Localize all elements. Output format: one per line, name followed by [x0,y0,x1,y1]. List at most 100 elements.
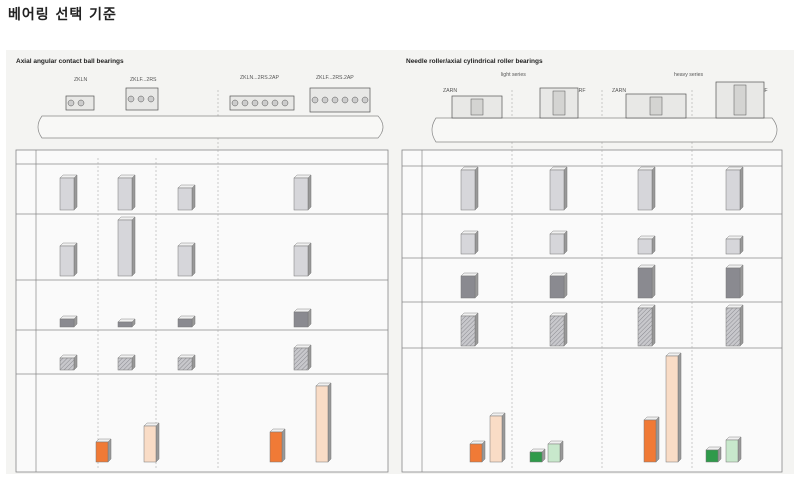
left-bearing-body [229,95,295,111]
bar-accuracy-2z [117,174,136,211]
legend-label-c0-radial: C0 radial [585,398,606,404]
bar-speed-2rs-2ap [293,242,312,277]
roller-icon [552,90,566,116]
bar-load-c0-axial-1 [143,422,160,463]
legend-swatch-axial-r [571,364,582,373]
left-grid-frame [15,149,389,473]
bar-accuracy-zarn-heavy [637,166,656,211]
ball-icon [341,96,349,104]
left-shaft [37,115,384,139]
ball-icon [147,95,155,103]
bar-speed-zarf-heavy [725,235,744,255]
left-legend: C axial C0 axial [182,385,244,417]
bar-accuracy-zarf-light [549,166,568,211]
left-bearing-body [125,87,159,111]
bearing-label-zklf-2rs: ZKLF...2RS [130,77,157,83]
ball-icon [241,99,249,107]
ball-icon [67,99,75,107]
bar-load-radial-zarf-light [529,448,546,463]
ball-icon [311,96,319,104]
ball-icon [281,99,289,107]
legend-swatch-axial [190,391,201,400]
bearing-selection-sheet: Axial angular contact ball bearings Need… [6,50,794,474]
bar-load-c0-axial-zarn-heavy [665,352,682,463]
left-bearing-body [65,95,95,111]
left-bearing-body [309,87,371,113]
ball-icon [271,99,279,107]
bar-rigidity-zarf-light [549,312,568,347]
right-shaft [431,117,778,143]
ball-icon [351,96,359,104]
bar-load-axial-1 [95,438,112,463]
bar-load-axial-2 [269,428,286,463]
bar-speed-zarf-light [549,230,568,255]
bearing-label-zarf-heavy: ZARF [754,88,768,94]
bar-load-c0-radial-zarf-light [547,440,564,463]
bar-speed-zarn-heavy [637,235,656,255]
bar-rigidity-2rs [59,354,78,371]
bar-friction-2rs-2ap [293,308,312,328]
bearing-label-zarn-heavy: ZARN [612,88,627,94]
figure-code: 97 001 [773,441,779,454]
ball-icon [127,95,135,103]
bar-accuracy-zarn-light [460,166,479,211]
comparison-diagram [15,81,783,473]
bar-load-c0-axial-zarn-light [489,412,506,463]
bar-load-axial-zarn-heavy [643,416,660,463]
bearing-label-zkln-2rs-2ap: ZKLN...2RS.2AP [240,75,279,81]
column-label-2rs-pe: .2RS.PE [171,154,191,160]
bar-rigidity-2z [117,354,136,371]
legend-label-axial: C axial [205,392,221,398]
legend-swatch-c0-axial [190,403,201,412]
legend-swatch-c0-axial-r [571,375,582,384]
ball-icon [251,99,259,107]
legend-label-radial: C radial [585,387,603,393]
bar-friction-2rs [59,315,78,328]
bar-friction-zarf-light [549,272,568,299]
series-label-heavy: heavy series [674,72,704,78]
ball-icon [331,96,339,104]
ball-icon [77,99,85,107]
bar-load-c0-radial-zarf-heavy [725,436,742,463]
right-panel-title: Needle roller/axial cylindrical roller b… [406,58,543,65]
right-legend: C axial C0 axial C radial C0 radial [564,360,628,409]
bar-rigidity-zarn-light [460,312,479,347]
roller-icon [649,96,663,116]
row-label-rigidity-r: Rigidity [411,320,417,338]
legend-label-c0-axial-r: C0 axial [585,376,604,382]
ball-icon [361,96,369,104]
bearing-label-zarf-light: ZARF [572,88,586,94]
page-title: 베어링 선택 기준 [8,7,117,23]
series-label-light: light series [501,72,526,78]
bar-load-c0-axial-2 [315,382,332,463]
bar-speed-2z [117,216,136,277]
bar-friction-zarf-heavy [725,264,744,299]
bar-accuracy-zarf-heavy [725,166,744,211]
ball-icon [137,95,145,103]
column-label-2rs-2ap: .2RS [296,154,308,160]
legend-label-c0-axial: C0 axial [205,404,224,410]
roller-icon [470,98,484,116]
ball-icon [321,96,329,104]
bar-speed-2rs-pe [177,242,196,277]
bar-friction-zarn-heavy [637,264,656,299]
bar-load-radial-zarf-heavy [705,446,722,463]
right-bearing-body [625,93,687,119]
bar-rigidity-2rs-2ap [293,344,312,371]
legend-swatch-radial [571,386,582,395]
column-label-2z: .2Z [120,154,128,160]
bar-accuracy-2rs [59,174,78,211]
bar-rigidity-zarf-heavy [725,304,744,347]
bearing-label-zklf-2rs-2ap: ZKLF...2RS.2AP [316,75,354,81]
ball-icon [231,99,239,107]
ball-icon [261,99,269,107]
bar-friction-zarn-light [460,272,479,299]
bar-friction-2z [117,318,136,328]
column-label-2rs: .2RS [60,154,72,160]
right-bearing-body [451,95,503,119]
legend-label-axial-r: C axial [585,365,601,371]
bar-speed-zarn-light [460,230,479,255]
legend-swatch-c0-radial [571,397,582,406]
bearing-label-zkln: ZKLN [74,77,88,83]
bar-speed-2rs [59,242,78,277]
